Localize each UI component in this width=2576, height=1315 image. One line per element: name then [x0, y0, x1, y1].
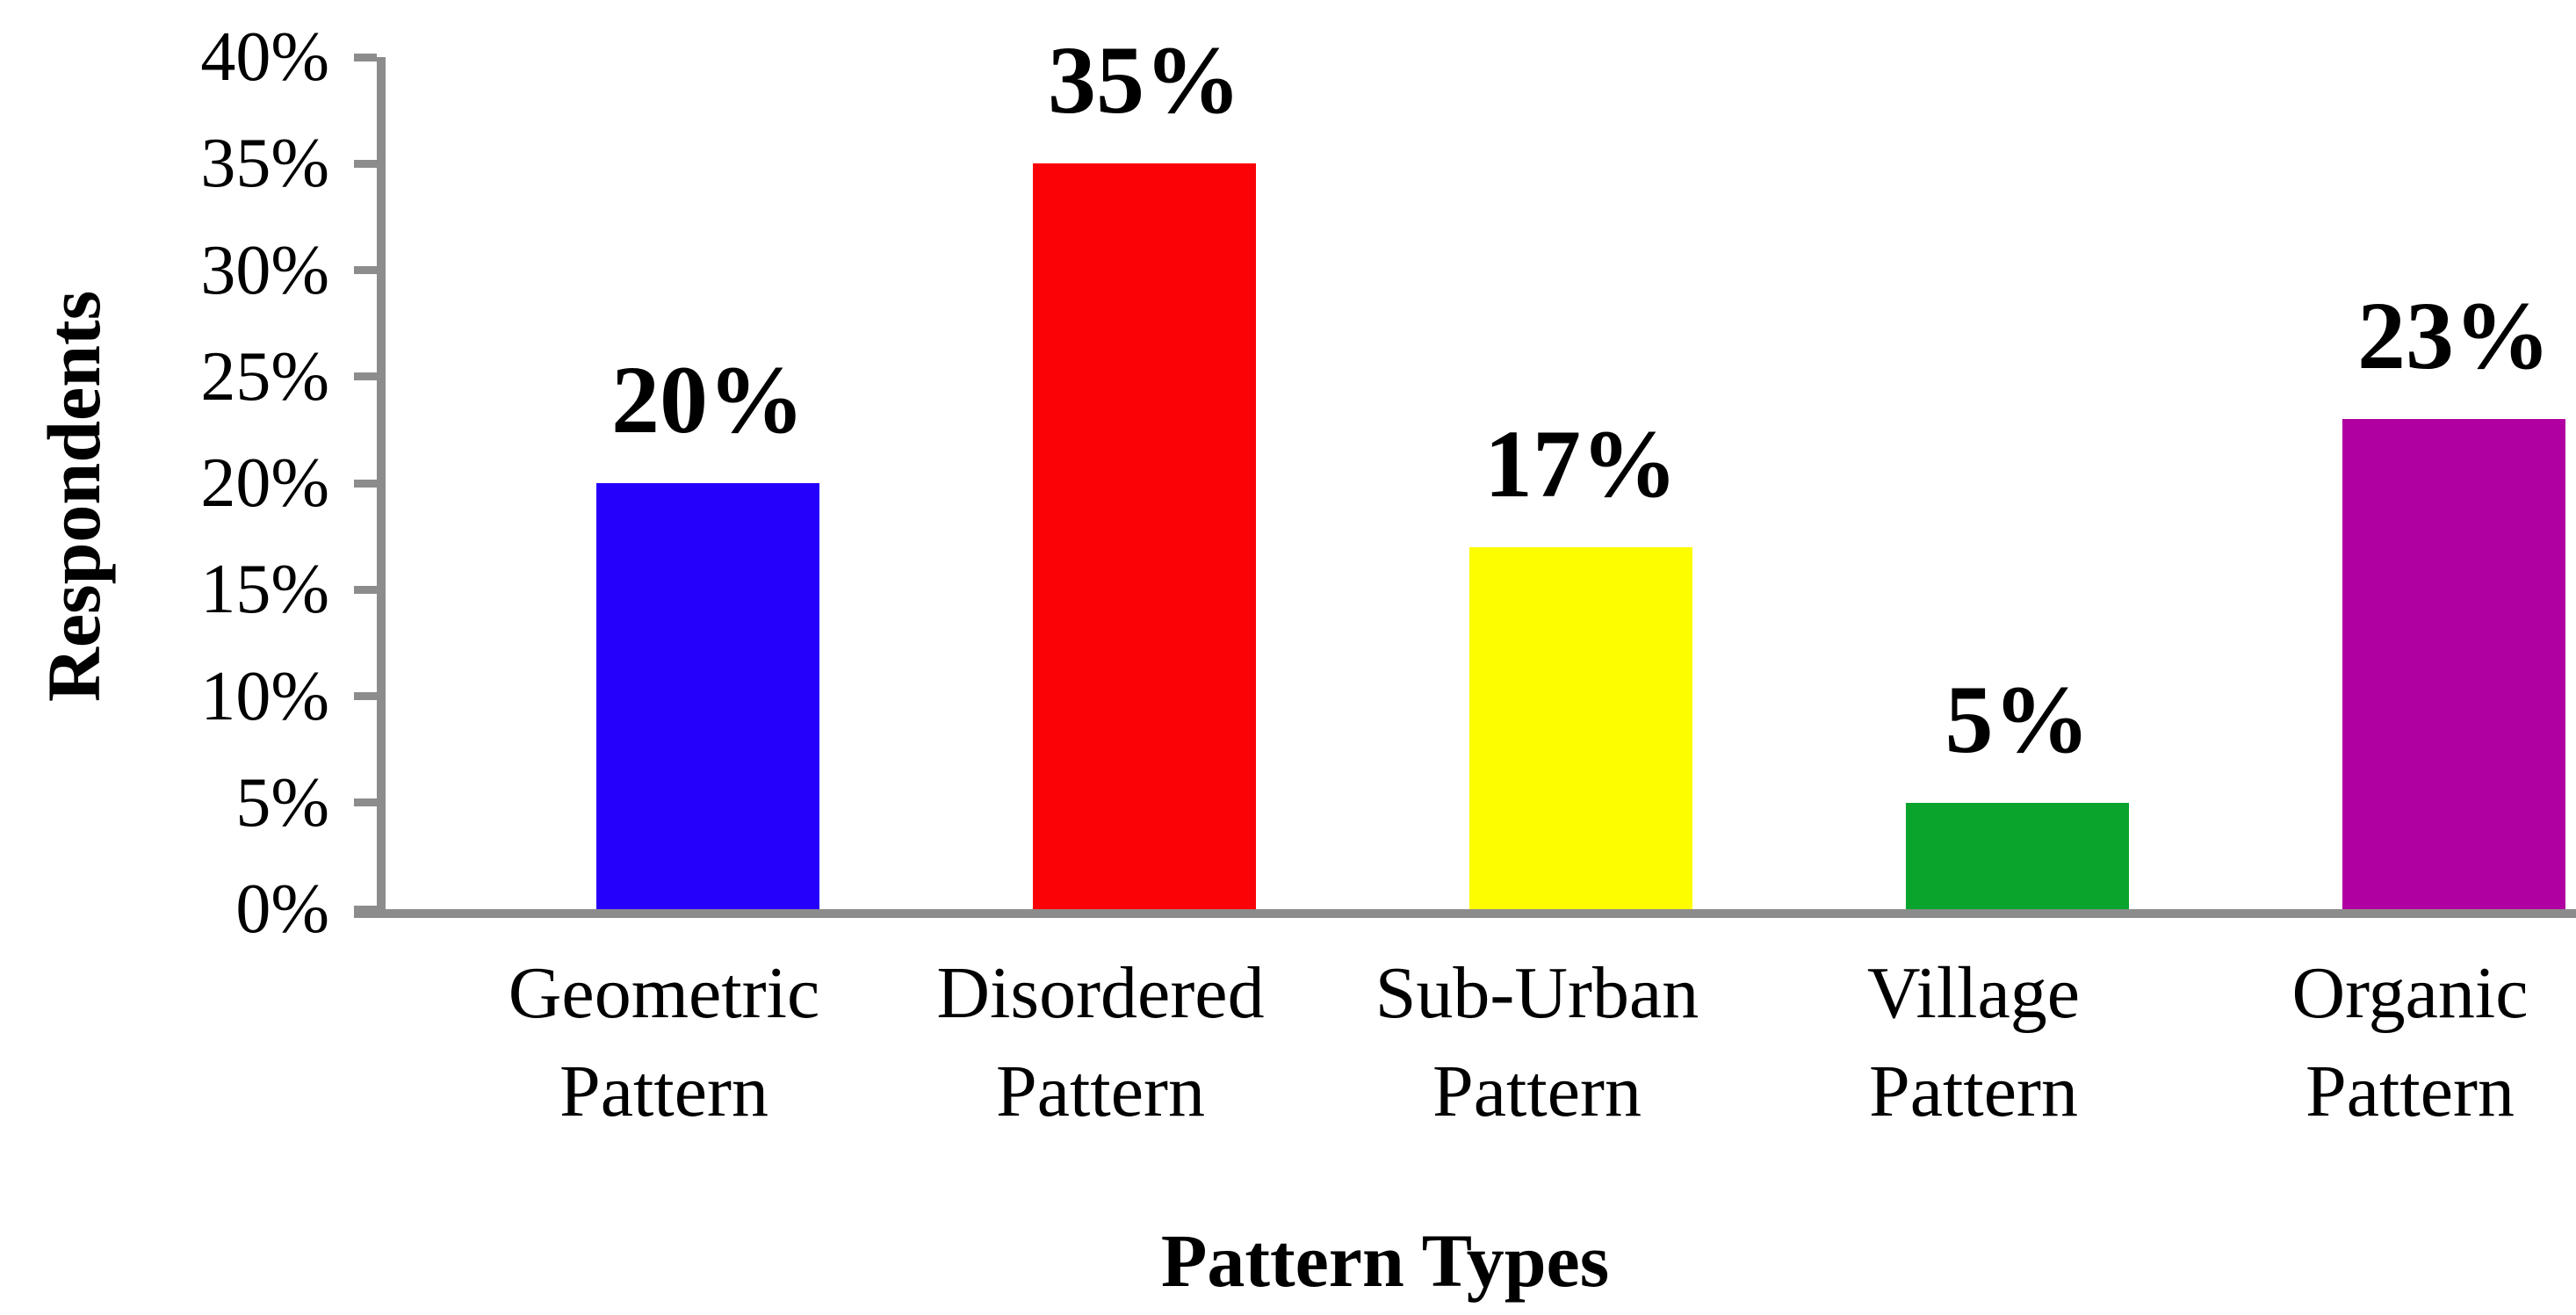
y-axis-line	[377, 57, 386, 918]
bar-village-pattern	[1906, 803, 2129, 914]
y-tick-label: 0%	[235, 871, 329, 948]
y-tick-label: 40%	[200, 18, 329, 96]
category-label-line: Pattern	[1869, 1051, 2078, 1132]
category-label-line: Pattern	[559, 1051, 768, 1132]
category-label-line: Organic	[2291, 952, 2529, 1034]
y-tick-label: 5%	[235, 764, 329, 842]
y-tick-mark	[354, 798, 377, 806]
y-tick-mark	[354, 480, 377, 488]
bar-geometric-pattern	[596, 483, 819, 914]
category-label-line: Sub-Urban	[1375, 952, 1699, 1034]
y-tick-label: 30%	[200, 232, 329, 309]
y-tick-label: 10%	[200, 658, 329, 735]
x-axis-title: Pattern Types	[1160, 1218, 1610, 1303]
category-label: Sub-Urban Pattern	[1331, 944, 1743, 1141]
y-tick-label: 35%	[200, 125, 329, 202]
y-tick-mark	[354, 54, 377, 61]
y-tick-mark	[354, 586, 377, 594]
data-label: 20%	[611, 346, 805, 453]
category-label: Organic Pattern	[2204, 944, 2576, 1141]
category-label: Geometric Pattern	[458, 944, 870, 1141]
y-tick-mark	[354, 266, 377, 274]
category-label-line: Geometric	[508, 952, 820, 1034]
y-tick-mark	[354, 692, 377, 700]
category-label-line: Pattern	[996, 1051, 1205, 1132]
y-tick-mark	[354, 160, 377, 168]
y-tick-label: 15%	[200, 551, 329, 628]
bar-organic-pattern	[2342, 419, 2565, 914]
y-tick-label: 25%	[200, 338, 329, 415]
bar-sub-urban-pattern	[1469, 547, 1692, 914]
category-label-line: Pattern	[2305, 1051, 2515, 1132]
category-label: Village Pattern	[1767, 944, 2180, 1141]
bar-disordered-pattern	[1033, 163, 1256, 914]
category-label-line: Village	[1866, 952, 2081, 1034]
category-label-line: Disordered	[936, 952, 1265, 1034]
y-tick-mark	[354, 906, 377, 914]
data-label: 35%	[1048, 26, 1241, 134]
y-tick-label: 20%	[200, 444, 329, 522]
data-label: 17%	[1484, 410, 1678, 517]
category-label: Disordered Pattern	[894, 944, 1307, 1141]
x-axis-line	[354, 909, 2576, 918]
category-label-line: Pattern	[1432, 1051, 1642, 1132]
data-label: 5%	[1945, 666, 2090, 773]
data-label: 23%	[2357, 282, 2551, 389]
y-tick-mark	[354, 372, 377, 380]
